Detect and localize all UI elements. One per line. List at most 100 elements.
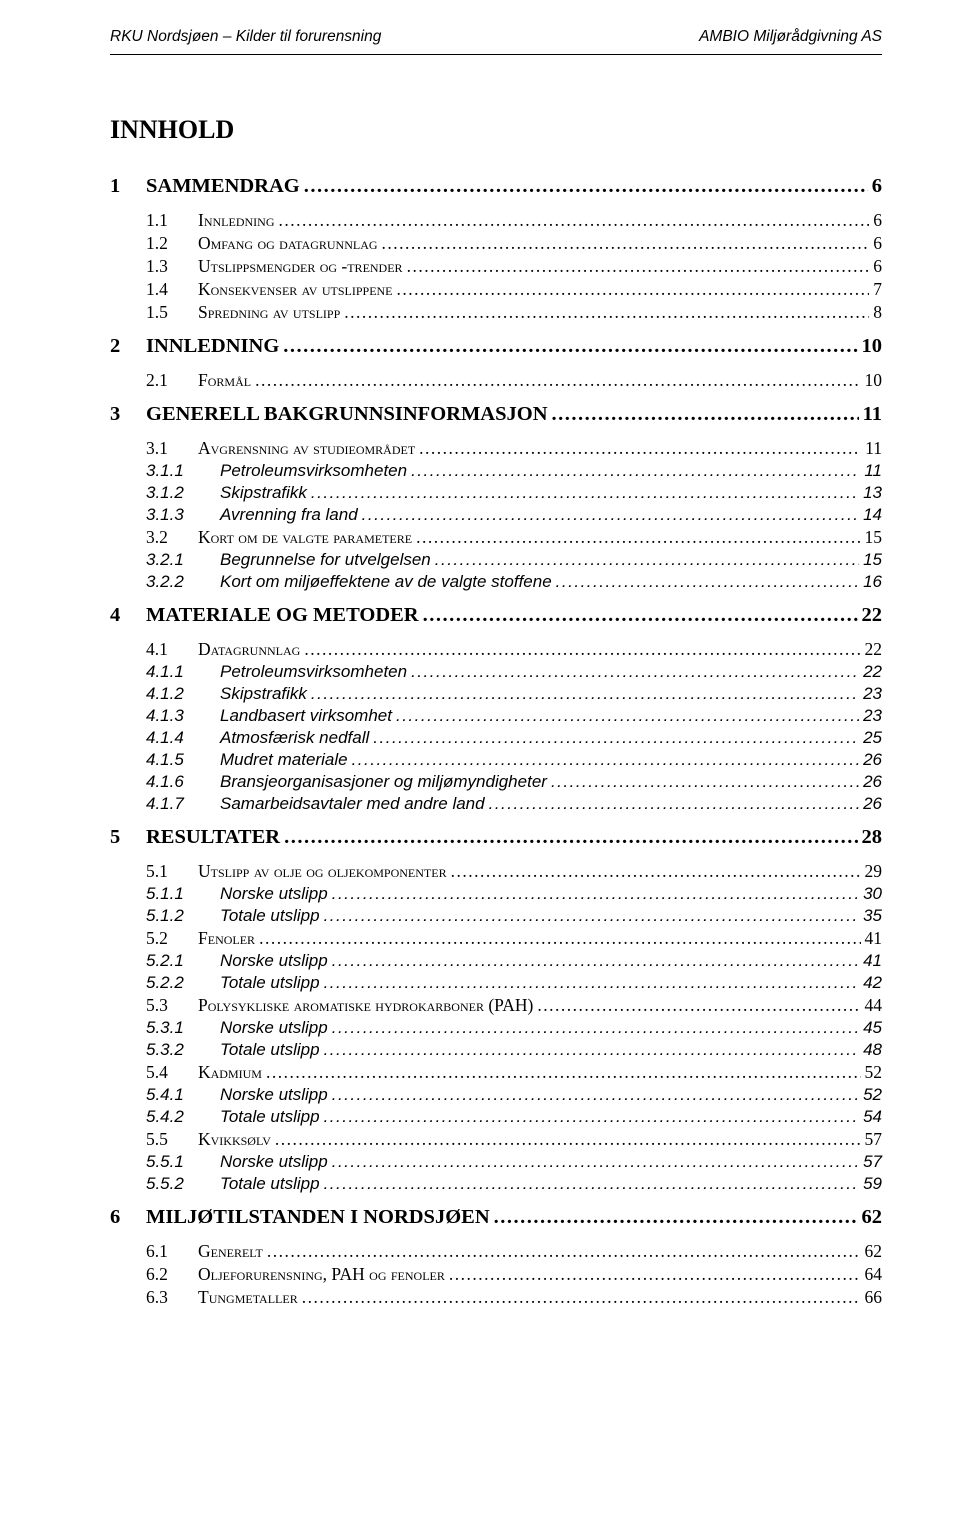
table-of-contents: 1SAMMENDRAG 6 1.1Innledning61.2Omfang og d… <box>110 175 882 1308</box>
toc-leader-dots <box>411 461 860 481</box>
toc-label: Totale utslipp <box>220 1174 320 1194</box>
toc-leader-dots <box>267 1241 861 1262</box>
toc-entry[interactable]: 5.5.1Norske utslipp57 <box>146 1152 882 1172</box>
toc-entry[interactable]: 1.2Omfang og datagrunnlag6 <box>146 233 882 254</box>
toc-entry[interactable]: 4.1.5Mudret materiale26 <box>146 750 882 770</box>
toc-entry[interactable]: 5.2.2Totale utslipp42 <box>146 973 882 993</box>
toc-entry[interactable]: 5.3Polysykliske aromatiske hydrokarboner… <box>146 995 882 1016</box>
toc-entry[interactable]: 5.1.2Totale utslipp35 <box>146 906 882 926</box>
toc-leader-dots <box>449 1264 861 1285</box>
toc-page-number: 64 <box>865 1264 883 1285</box>
toc-number: 4.1.7 <box>146 794 220 814</box>
toc-entry[interactable]: 3.1.2Skipstrafikk13 <box>146 483 882 503</box>
toc-entry[interactable]: 5RESULTATER28 <box>110 826 882 849</box>
toc-entry[interactable]: 4.1.7Samarbeidsavtaler med andre land26 <box>146 794 882 814</box>
toc-number: 5.1.2 <box>146 906 220 926</box>
toc-page-number: 26 <box>863 750 882 770</box>
toc-entry[interactable]: 4.1.1Petroleumsvirksomheten22 <box>146 662 882 682</box>
toc-label: Omfang og datagrunnlag <box>198 233 378 254</box>
toc-entry[interactable]: 5.1Utslipp av olje og oljekomponenter29 <box>146 861 882 882</box>
toc-label: Skipstrafikk <box>220 483 307 503</box>
toc-entry[interactable]: 1.5Spredning av utslipp8 <box>146 302 882 323</box>
toc-entry[interactable]: 5.4.1Norske utslipp52 <box>146 1085 882 1105</box>
toc-entry[interactable]: 5.4.2Totale utslipp54 <box>146 1107 882 1127</box>
doc-title: INNHOLD <box>110 115 882 145</box>
toc-leader-dots <box>324 973 860 993</box>
toc-label: Norske utslipp <box>220 1018 328 1038</box>
toc-label: Innledning <box>198 210 274 231</box>
toc-number: 3.1.2 <box>146 483 220 503</box>
toc-entry[interactable]: 3.1Avgrensning av studieområdet11 <box>146 438 882 459</box>
toc-number: 5.3.1 <box>146 1018 220 1038</box>
toc-number: 3.2 <box>146 527 198 548</box>
toc-number: 5.5.2 <box>146 1174 220 1194</box>
toc-entry[interactable]: 6MILJØTILSTANDEN I NORDSJØEN62 <box>110 1206 882 1229</box>
toc-leader-dots <box>332 1152 859 1172</box>
toc-number: 5.3 <box>146 995 198 1016</box>
toc-label: Mudret materiale <box>220 750 348 770</box>
toc-entry[interactable]: 4.1.2Skipstrafikk23 <box>146 684 882 704</box>
toc-entry[interactable]: 6.2Oljeforurensning, PAH og fenoler64 <box>146 1264 882 1285</box>
toc-page-number: 11 <box>865 438 882 459</box>
toc-entry[interactable]: 3.2Kort om de valgte parametere15 <box>146 527 882 548</box>
toc-label: Konsekvenser av utslippene <box>198 279 393 300</box>
toc-entry[interactable]: 3.2.2Kort om miljøeffektene av de valgte… <box>146 572 882 592</box>
toc-number: 1 <box>110 175 146 198</box>
toc-entry[interactable]: 5.4Kadmium52 <box>146 1062 882 1083</box>
toc-entry[interactable]: 4.1.6Bransjeorganisasjoner og miljømyndi… <box>146 772 882 792</box>
toc-page-number: 23 <box>863 684 882 704</box>
toc-leader-dots <box>489 794 859 814</box>
toc-entry[interactable]: 4.1.3Landbasert virksomhet23 <box>146 706 882 726</box>
toc-entry[interactable]: 3.1.3Avrenning fra land14 <box>146 505 882 525</box>
toc-page-number: 57 <box>865 1129 883 1150</box>
toc-entry[interactable]: 4.1.4Atmosfærisk nedfall25 <box>146 728 882 748</box>
toc-entry[interactable]: 5.5Kvikksølv57 <box>146 1129 882 1150</box>
toc-label: Avrenning fra land <box>220 505 358 525</box>
toc-leader-dots <box>311 684 859 704</box>
toc-entry[interactable]: 1SAMMENDRAG 6 <box>110 175 882 198</box>
toc-leader-dots <box>278 210 869 231</box>
toc-entry[interactable]: 3.2.1Begrunnelse for utvelgelsen15 <box>146 550 882 570</box>
toc-entry[interactable]: 5.2.1Norske utslipp41 <box>146 951 882 971</box>
toc-leader-dots <box>352 750 860 770</box>
toc-entry[interactable]: 1.4Konsekvenser av utslippene7 <box>146 279 882 300</box>
toc-entry[interactable]: 3.1.1Petroleumsvirksomheten11 <box>146 461 882 481</box>
toc-entry[interactable]: 6.1Generelt62 <box>146 1241 882 1262</box>
toc-label: Oljeforurensning, PAH og fenoler <box>198 1264 445 1285</box>
toc-page-number: 48 <box>863 1040 882 1060</box>
toc-entry[interactable]: 5.3.1Norske utslipp 45 <box>146 1018 882 1038</box>
toc-leader-dots <box>419 438 861 459</box>
toc-entry[interactable]: 5.2Fenoler41 <box>146 928 882 949</box>
toc-number: 4.1.4 <box>146 728 220 748</box>
toc-entry[interactable]: 5.3.2Totale utslipp48 <box>146 1040 882 1060</box>
toc-label: Samarbeidsavtaler med andre land <box>220 794 485 814</box>
toc-page-number: 6 <box>872 175 882 198</box>
toc-entry[interactable]: 3GENERELL BAKGRUNNSINFORMASJON11 <box>110 403 882 426</box>
toc-page-number: 15 <box>865 527 883 548</box>
toc-label: INNLEDNING <box>146 335 279 358</box>
toc-label: MATERIALE OG METODER <box>146 604 419 627</box>
toc-entry[interactable]: 4MATERIALE OG METODER22 <box>110 604 882 627</box>
toc-label: Norske utslipp <box>220 1152 328 1172</box>
toc-entry[interactable]: 4.1Datagrunnlag22 <box>146 639 882 660</box>
toc-entry[interactable]: 1.3Utslippsmengder og -trender6 <box>146 256 882 277</box>
toc-label: Totale utslipp <box>220 973 320 993</box>
toc-number: 5.2.2 <box>146 973 220 993</box>
toc-label: Petroleumsvirksomheten <box>220 662 407 682</box>
toc-entry[interactable]: 5.1.1Norske utslipp30 <box>146 884 882 904</box>
toc-page-number: 10 <box>865 370 883 391</box>
toc-leader-dots <box>324 1107 860 1127</box>
toc-entry[interactable]: 2INNLEDNING10 <box>110 335 882 358</box>
toc-entry[interactable]: 1.1Innledning6 <box>146 210 882 231</box>
toc-leader-dots <box>266 1062 861 1083</box>
toc-label: SAMMENDRAG <box>146 175 300 198</box>
toc-entry[interactable]: 6.3Tungmetaller66 <box>146 1287 882 1308</box>
toc-number: 4.1 <box>146 639 198 660</box>
toc-page-number: 45 <box>863 1018 882 1038</box>
toc-number: 3.1.3 <box>146 505 220 525</box>
toc-entry[interactable]: 5.5.2Totale utslipp59 <box>146 1174 882 1194</box>
toc-page-number: 25 <box>863 728 882 748</box>
toc-page-number: 8 <box>873 302 882 323</box>
toc-number: 3.1.1 <box>146 461 220 481</box>
toc-entry[interactable]: 2.1Formål10 <box>146 370 882 391</box>
